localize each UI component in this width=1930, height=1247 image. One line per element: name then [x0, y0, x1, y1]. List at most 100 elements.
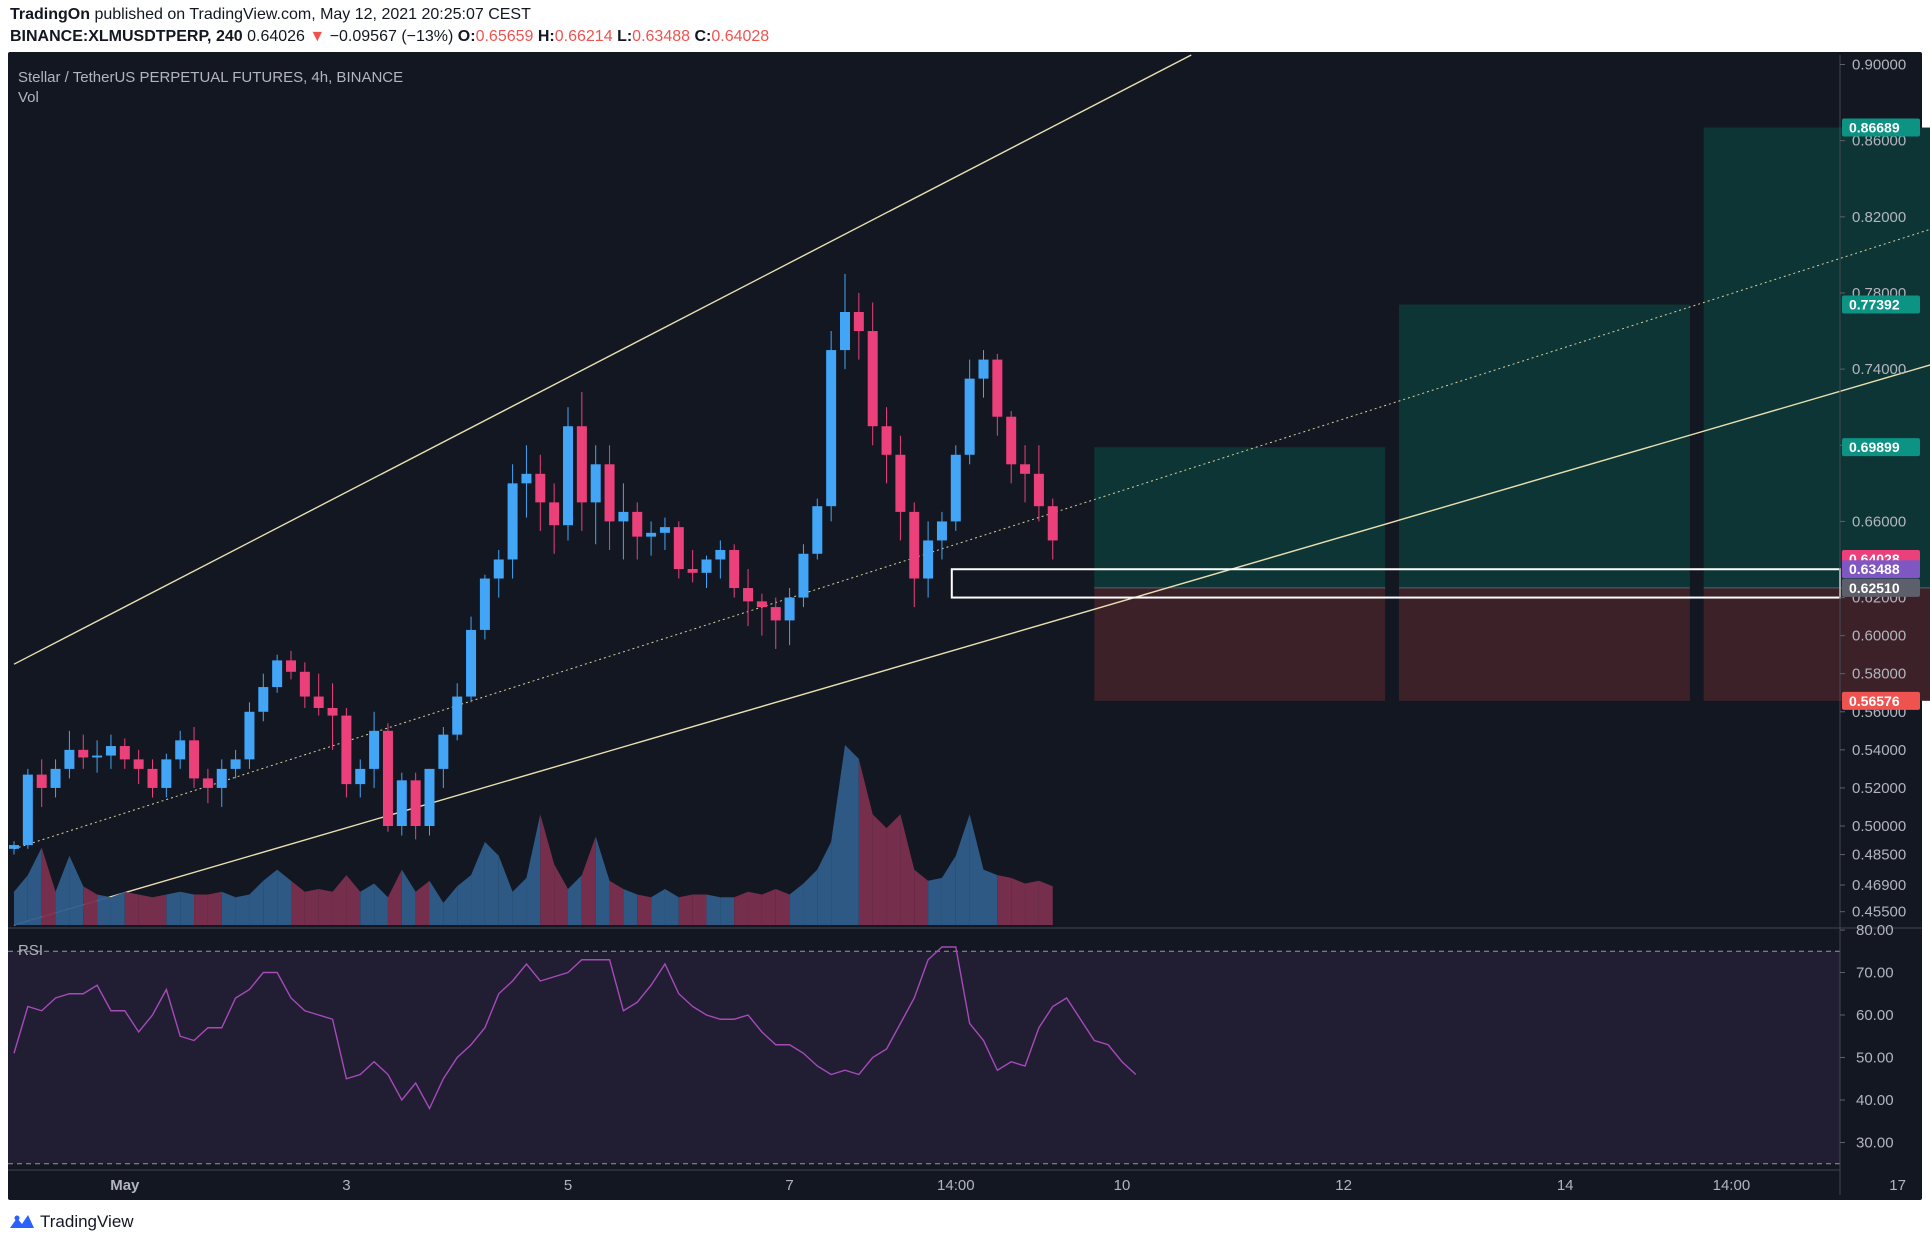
- volume-segment: [637, 894, 652, 925]
- rsi-tick-label: 30.00: [1856, 1135, 1894, 1152]
- channel-middle-line: [13, 228, 1930, 850]
- volume-segment: [540, 814, 555, 925]
- volume-segment: [678, 894, 693, 925]
- candle-body: [175, 740, 186, 760]
- candle-body: [507, 483, 518, 560]
- volume-segment: [734, 891, 749, 925]
- candle-body: [756, 601, 767, 608]
- price-tick-label: 0.54000: [1852, 742, 1906, 759]
- position-zones: [1094, 127, 1930, 701]
- candle-body: [396, 780, 407, 827]
- candle-body: [1006, 416, 1017, 465]
- price-tag-box: [1842, 578, 1920, 597]
- candle-body: [521, 473, 532, 484]
- candle-body: [36, 774, 47, 788]
- volume-segment: [941, 855, 956, 925]
- volume-segment: [761, 889, 776, 925]
- volume-segment: [803, 869, 818, 925]
- candle-body: [286, 660, 296, 672]
- volume-segment: [318, 889, 333, 925]
- candle-body: [687, 569, 698, 573]
- volume-segment: [304, 889, 319, 925]
- volume-segment: [623, 889, 638, 925]
- candle-body: [1047, 506, 1058, 541]
- volume-segment: [221, 891, 236, 925]
- candle-body: [189, 740, 200, 779]
- change-value: −0.09567 (−13%): [329, 28, 454, 45]
- ohlc-line: BINANCE:XLMUSDTPERP, 240 0.64026 ▼ −0.09…: [10, 28, 769, 46]
- volume-segment: [817, 841, 832, 925]
- candle-body: [230, 759, 241, 769]
- volume-segment: [914, 869, 929, 925]
- candlestick-series: [9, 273, 1058, 855]
- volume-segment: [180, 891, 195, 925]
- time-tick-label: 10: [1114, 1177, 1131, 1194]
- volume-segment: [277, 869, 291, 925]
- volume-segment: [55, 855, 70, 925]
- volume-segment: [27, 847, 42, 925]
- candle-body: [590, 464, 601, 503]
- candle-body: [881, 426, 892, 455]
- volume-segment: [651, 889, 665, 925]
- candle-body: [729, 549, 740, 589]
- candle-body: [978, 359, 989, 379]
- legend-title: Stellar / TetherUS PERPETUAL FUTURES, 4h…: [18, 69, 403, 86]
- volume-segment: [858, 758, 873, 925]
- price-tag-label: 0.86689: [1849, 120, 1900, 136]
- volume-segment: [346, 875, 361, 925]
- time-tick-label: 7: [785, 1177, 793, 1194]
- volume-segment: [194, 894, 208, 925]
- price-tag-label: 0.77392: [1849, 297, 1900, 313]
- candle-body: [452, 696, 463, 735]
- candle-body: [258, 687, 269, 712]
- candle-body: [743, 588, 754, 602]
- volume-segment: [387, 869, 402, 925]
- volume-segment: [955, 814, 970, 925]
- candle-body: [632, 511, 643, 537]
- candle-body: [576, 426, 587, 503]
- price-tick-label: 0.60000: [1852, 628, 1906, 645]
- rsi-line: [13, 946, 1137, 1111]
- candle-body: [382, 730, 393, 827]
- candle-body: [1020, 464, 1031, 474]
- candle-body: [770, 607, 781, 621]
- candle-body: [64, 749, 75, 769]
- candle-body: [549, 502, 560, 526]
- candle-body: [355, 768, 366, 785]
- volume-segment: [692, 894, 707, 925]
- loss-zone-2: [1399, 587, 1690, 701]
- price-tick-label: 0.48500: [1852, 847, 1906, 864]
- rsi-tick-label: 60.00: [1856, 1007, 1894, 1024]
- rsi-tick-label: 80.00: [1856, 922, 1894, 939]
- candle-body: [9, 845, 19, 849]
- volume-segment: [152, 894, 167, 925]
- candle-body: [92, 755, 103, 758]
- rsi-pane: [8, 927, 1922, 1165]
- volume-segment: [83, 886, 98, 925]
- price-tags: 0.866890.773920.698990.640280.634880.625…: [1842, 118, 1920, 710]
- low-value: 0.63488: [632, 28, 691, 45]
- candle-body: [244, 711, 255, 760]
- brand-name: TradingView: [40, 1212, 134, 1231]
- volume-segment: [664, 889, 679, 925]
- volume-segment: [775, 889, 790, 925]
- candle-body: [923, 540, 934, 579]
- candle-body: [272, 660, 283, 688]
- price-tick-label: 0.86000: [1852, 133, 1906, 150]
- volume-segment: [443, 886, 458, 925]
- volume-segment: [374, 883, 388, 925]
- candle-body: [438, 734, 449, 769]
- candle-body: [535, 473, 546, 503]
- price-tag-label: 0.63488: [1849, 561, 1900, 577]
- publish-line: TradingOn published on TradingView.com, …: [10, 6, 531, 24]
- price-tick-label: 0.50000: [1852, 818, 1906, 835]
- candle-body: [313, 696, 324, 708]
- price-tag-box: [1842, 295, 1920, 314]
- volume-segment: [207, 891, 222, 925]
- volume-segment: [512, 877, 527, 925]
- rsi-band: [8, 951, 1840, 1164]
- candle-body: [840, 312, 850, 351]
- volume-segment: [138, 894, 153, 925]
